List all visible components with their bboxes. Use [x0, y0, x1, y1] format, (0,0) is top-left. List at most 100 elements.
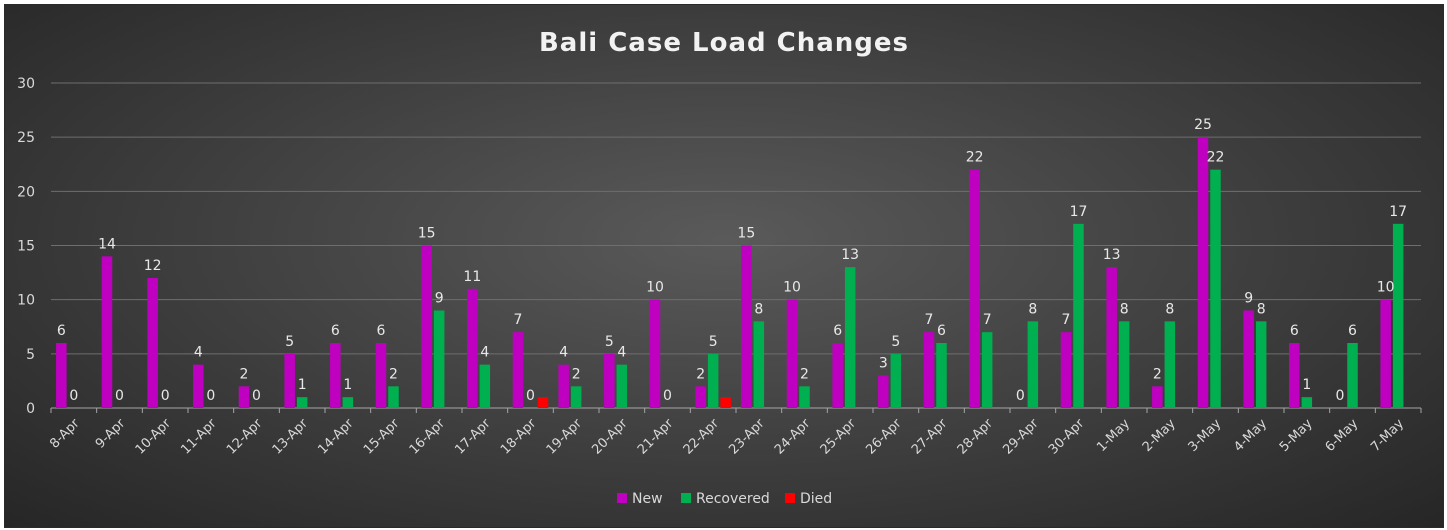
- data-label-new: 10: [1377, 280, 1395, 296]
- bar-new: [101, 256, 113, 408]
- data-label-new: 22: [966, 150, 984, 166]
- data-label-recovered: 5: [709, 334, 718, 350]
- data-label-new: 10: [783, 280, 801, 296]
- data-label-recovered: 8: [1257, 301, 1266, 317]
- bar-recovered: [388, 386, 399, 408]
- bar-recovered: [753, 321, 765, 408]
- data-label-new: 4: [194, 345, 203, 361]
- x-tick-label: 4-May: [1231, 416, 1270, 455]
- data-label-recovered: 0: [115, 388, 124, 404]
- data-label-recovered: 8: [754, 301, 763, 317]
- data-label-recovered: 2: [800, 366, 809, 382]
- bar-new: [558, 364, 569, 408]
- x-tick-label: 5-May: [1277, 416, 1316, 455]
- data-label-new: 6: [331, 323, 340, 339]
- y-tick-label: 0: [26, 401, 35, 417]
- x-tick-label: 20-Apr: [589, 416, 631, 458]
- y-tick-label: 10: [17, 293, 35, 309]
- data-label-recovered: 0: [663, 388, 672, 404]
- y-tick-label: 15: [17, 239, 35, 255]
- bar-new: [193, 364, 204, 408]
- bar-recovered: [1164, 321, 1176, 408]
- legend-label-recovered: Recovered: [696, 491, 770, 507]
- x-tick-label: 12-Apr: [224, 416, 266, 458]
- bar-recovered: [616, 364, 628, 408]
- data-label-recovered: 0: [69, 388, 78, 404]
- data-label-recovered: 5: [891, 334, 900, 350]
- data-label-new: 0: [1336, 388, 1345, 404]
- x-tick-label: 10-Apr: [133, 416, 175, 458]
- bar-new: [1380, 299, 1391, 408]
- data-label-recovered: 0: [206, 388, 215, 404]
- bar-new: [467, 288, 478, 408]
- bar-recovered: [570, 386, 582, 408]
- data-label-new: 7: [925, 312, 934, 328]
- data-label-recovered: 17: [1070, 204, 1088, 220]
- data-label-new: 2: [240, 366, 249, 382]
- bar-new: [375, 343, 387, 408]
- bar-new: [421, 245, 432, 408]
- bar-recovered: [1118, 321, 1130, 408]
- x-tick-label: 7-May: [1368, 416, 1407, 455]
- data-label-recovered: 6: [1348, 323, 1357, 339]
- x-tick-label: 29-Apr: [1000, 416, 1042, 458]
- legend-swatch-new: [617, 493, 627, 503]
- data-label-new: 2: [696, 366, 705, 382]
- data-label-recovered: 1: [298, 377, 307, 393]
- bar-recovered: [981, 332, 993, 408]
- bar-recovered: [1255, 321, 1267, 408]
- bar-recovered: [296, 397, 308, 408]
- x-tick-label: 14-Apr: [315, 416, 357, 458]
- data-label-new: 6: [57, 323, 66, 339]
- x-tick-label: 21-Apr: [635, 416, 677, 458]
- bar-recovered: [1210, 169, 1221, 408]
- bar-new: [1243, 310, 1254, 408]
- x-tick-label: 8-Apr: [47, 416, 83, 452]
- data-label-recovered: 0: [161, 388, 170, 404]
- bar-recovered: [342, 397, 354, 408]
- data-label-new: 0: [1016, 388, 1025, 404]
- data-label-recovered: 8: [1028, 301, 1037, 317]
- data-label-recovered: 9: [435, 291, 444, 307]
- x-tick-label: 25-Apr: [818, 416, 860, 458]
- bar-recovered: [799, 386, 810, 408]
- x-tick-label: 28-Apr: [955, 416, 997, 458]
- x-tick-label: 22-Apr: [681, 416, 723, 458]
- x-tick-label: 15-Apr: [361, 416, 403, 458]
- y-tick-label: 25: [17, 130, 35, 146]
- bar-new: [238, 386, 250, 408]
- data-label-recovered: 1: [1302, 377, 1311, 393]
- x-tick-label: 13-Apr: [270, 416, 312, 458]
- legend-swatch-recovered: [681, 493, 691, 503]
- data-label-new: 3: [879, 356, 888, 372]
- x-tick-label: 16-Apr: [407, 416, 449, 458]
- bar-recovered: [936, 343, 947, 408]
- data-label-new: 7: [514, 312, 523, 328]
- chart-area: Bali Case Load Changes 0 5 10 15 20 25 30 6 14 1…: [4, 4, 1444, 528]
- bar-recovered: [844, 267, 856, 408]
- bar-new: [969, 169, 980, 408]
- data-label-new: 5: [605, 334, 614, 350]
- data-label-recovered: 8: [1120, 301, 1129, 317]
- x-tick-label: 11-Apr: [178, 416, 220, 458]
- bar-recovered: [1027, 321, 1039, 408]
- data-label-new: 6: [1290, 323, 1299, 339]
- bar-recovered: [433, 310, 445, 408]
- data-label-new: 25: [1194, 117, 1212, 133]
- data-label-recovered: 4: [480, 345, 489, 361]
- y-tick-label: 30: [17, 76, 35, 92]
- bar-new: [1289, 343, 1300, 408]
- legend-label-new: New: [632, 491, 663, 507]
- bar-new: [878, 375, 889, 408]
- data-label-new: 9: [1244, 291, 1253, 307]
- data-label-recovered: 22: [1207, 150, 1225, 166]
- chart-title: Bali Case Load Changes: [539, 28, 909, 58]
- x-tick-label: 26-Apr: [863, 416, 905, 458]
- bar-new: [649, 299, 661, 408]
- x-tick-label: 1-May: [1094, 416, 1133, 455]
- bar-recovered: [1073, 223, 1084, 408]
- x-tick-label: 19-Apr: [544, 416, 586, 458]
- data-label-recovered: 17: [1389, 204, 1407, 220]
- data-label-new: 13: [1103, 247, 1121, 263]
- bar-new: [604, 353, 615, 408]
